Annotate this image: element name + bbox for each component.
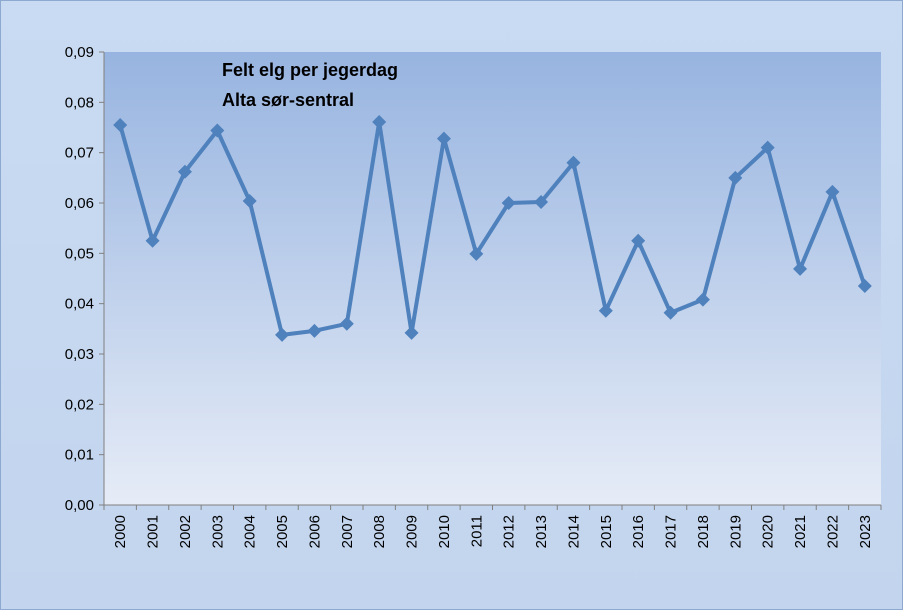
x-tick-label: 2018 <box>695 515 712 548</box>
x-tick-label: 2010 <box>436 515 453 548</box>
x-tick-label: 2022 <box>824 515 841 548</box>
data-line <box>118 119 867 337</box>
x-tick-label: 2013 <box>533 515 550 548</box>
x-tick-label: 2002 <box>177 515 194 548</box>
x-tick-label: 2014 <box>565 515 582 548</box>
data-marker <box>760 140 775 155</box>
x-tick-label: 2004 <box>242 515 259 548</box>
plot-area <box>104 52 881 505</box>
data-marker <box>793 261 808 276</box>
y-tick-label: 0,08 <box>65 94 94 111</box>
x-tick-label: 2007 <box>339 515 356 548</box>
data-marker <box>145 233 160 248</box>
y-tick-label: 0,06 <box>65 195 94 212</box>
x-tick-label: 2011 <box>468 515 485 547</box>
data-marker <box>307 323 322 338</box>
chart-subtitle: Alta sør-sentral <box>222 90 354 110</box>
y-tick-label: 0,07 <box>65 145 94 162</box>
data-marker <box>113 117 128 132</box>
y-tick-label: 0,02 <box>65 396 94 413</box>
y-tick-label: 0,00 <box>65 497 94 514</box>
y-tick-label: 0,05 <box>65 245 94 262</box>
data-marker <box>275 327 290 342</box>
x-tick-label: 2009 <box>404 515 421 548</box>
data-marker <box>469 246 484 261</box>
x-tick-label: 2008 <box>371 515 388 548</box>
data-marker <box>663 305 678 320</box>
y-tick-label: 0,01 <box>65 447 94 464</box>
x-tick-label: 2019 <box>727 515 744 548</box>
data-marker <box>339 316 354 331</box>
data-marker <box>242 193 257 208</box>
x-tick-label: 2001 <box>145 515 162 548</box>
data-marker <box>177 164 192 179</box>
data-marker <box>857 279 872 294</box>
x-tick-label: 2003 <box>209 515 226 548</box>
data-marker <box>436 131 451 146</box>
x-tick-label: 2012 <box>501 515 518 548</box>
data-marker <box>825 184 840 199</box>
data-marker <box>631 233 646 248</box>
x-tick-label: 2016 <box>630 515 647 548</box>
data-marker <box>534 194 549 209</box>
chart-title: Felt elg per jegerdag <box>222 60 398 80</box>
data-marker <box>404 325 419 340</box>
x-tick-label: 2015 <box>598 515 615 548</box>
data-marker <box>598 303 613 318</box>
x-tick-label: 2017 <box>663 515 680 548</box>
data-marker <box>566 155 581 170</box>
x-tick-label: 2023 <box>857 515 874 548</box>
data-marker <box>728 170 743 185</box>
x-tick-label: 2020 <box>760 515 777 548</box>
data-marker <box>695 292 710 307</box>
x-tick-label: 2021 <box>792 515 809 548</box>
x-tick-label: 2005 <box>274 515 291 548</box>
data-marker <box>372 114 387 129</box>
y-tick-label: 0,04 <box>65 296 94 313</box>
data-marker <box>501 196 516 210</box>
y-tick-label: 0,03 <box>65 346 94 363</box>
x-tick-label: 2006 <box>306 515 323 548</box>
data-marker <box>210 123 225 138</box>
x-tick-label: 2000 <box>112 515 129 548</box>
y-tick-label: 0,09 <box>65 44 94 61</box>
